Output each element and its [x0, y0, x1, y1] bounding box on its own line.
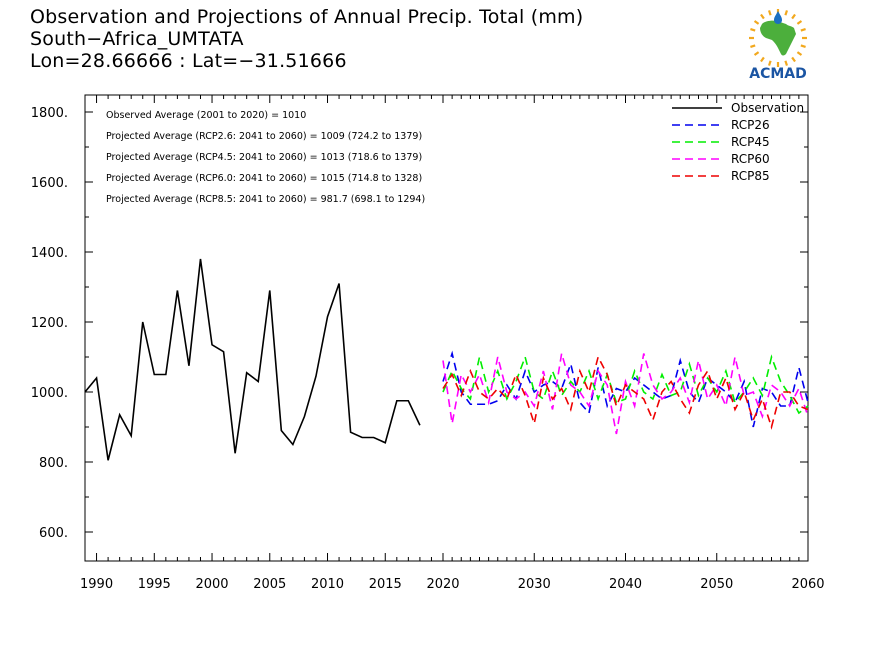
y-tick-label: 1800. — [31, 106, 68, 121]
legend-label: RCP85 — [731, 169, 770, 183]
series-line-rcp45 — [442, 354, 809, 415]
series-line-rcp60 — [442, 353, 809, 435]
annotation-text: Observed Average (2001 to 2020) = 1010 — [106, 110, 306, 121]
x-tick-label: 2005 — [253, 577, 286, 592]
x-tick-label: 2050 — [700, 577, 733, 592]
station-coordinates: Lon=28.66666 : Lat=−31.51666 — [30, 50, 347, 72]
legend-label: RCP26 — [731, 118, 770, 132]
legend-label: RCP45 — [731, 135, 770, 149]
series-line-observation — [84, 258, 421, 461]
annotation-text: Projected Average (RCP4.5: 2041 to 2060)… — [106, 152, 422, 163]
africa-sun-icon — [749, 9, 807, 67]
chart-title: Observation and Projections of Annual Pr… — [30, 6, 584, 28]
chart-header: Observation and Projections of Annual Pr… — [30, 6, 583, 72]
x-tick-label: 2015 — [369, 577, 402, 592]
x-tick-label: 2010 — [311, 577, 344, 592]
plot-frame — [84, 94, 809, 562]
y-tick-label: 600. — [39, 526, 68, 541]
logo-text: ACMAD — [749, 66, 807, 82]
x-tick-label: 1990 — [80, 577, 113, 592]
x-tick-label: 2030 — [518, 577, 551, 592]
series-line-rcp85 — [442, 354, 809, 430]
y-tick-label: 1400. — [31, 246, 68, 261]
x-tick-label: 2040 — [609, 577, 642, 592]
annotation-text: Projected Average (RCP6.0: 2041 to 2060)… — [106, 173, 422, 184]
series-line-rcp26 — [442, 350, 809, 428]
series-layer — [84, 258, 809, 461]
annotation-text: Projected Average (RCP2.6: 2041 to 2060)… — [106, 131, 422, 142]
annotations: Observed Average (2001 to 2020) = 1010 Pr… — [106, 110, 425, 205]
x-tick-label: 1995 — [138, 577, 171, 592]
y-tick-label: 1000. — [31, 386, 68, 401]
station-name: South−Africa_UMTATA — [30, 28, 244, 50]
annotation-text: Projected Average (RCP8.5: 2041 to 2060)… — [106, 194, 425, 205]
x-tick-label: 2060 — [791, 577, 824, 592]
y-axis: 600. 800. 1000. 1200. 1400. 1600. 1800. — [31, 106, 808, 541]
y-tick-label: 1200. — [31, 316, 68, 331]
acmad-logo: ACMAD — [738, 8, 818, 84]
y-tick-label: 1600. — [31, 176, 68, 191]
legend-label: Observation — [731, 101, 804, 115]
x-axis: 1990 1995 2000 2005 2010 2015 2020 2030 2040 2050… — [80, 95, 825, 592]
x-tick-label: 2000 — [195, 577, 228, 592]
legend-label: RCP60 — [731, 152, 770, 166]
x-tick-label: 2020 — [426, 577, 459, 592]
y-tick-label: 800. — [39, 456, 68, 471]
legend: Observation RCP26 RCP45 RCP60 RCP85 — [672, 101, 804, 183]
